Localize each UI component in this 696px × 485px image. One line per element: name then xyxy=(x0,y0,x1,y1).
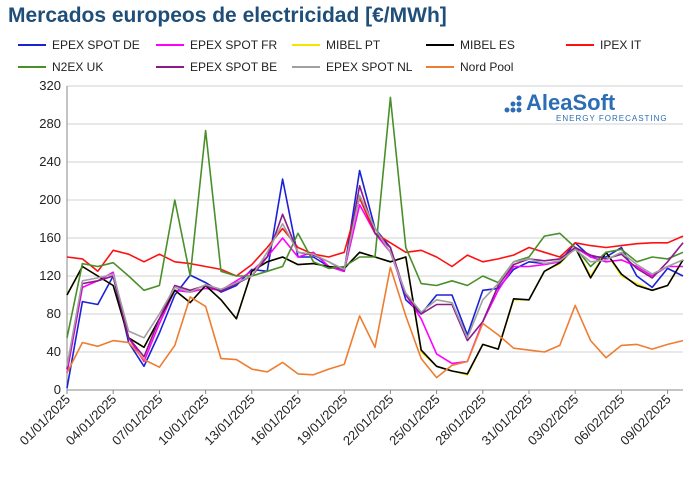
legend-label: EPEX SPOT NL xyxy=(326,60,413,74)
logo-name: AleaSoft xyxy=(526,90,616,115)
legend-swatch xyxy=(566,44,594,46)
y-tick-label: 240 xyxy=(39,154,61,169)
legend-label: IPEX IT xyxy=(600,38,642,52)
y-tick-label: 280 xyxy=(39,116,61,131)
logo-dots-icon xyxy=(504,95,522,113)
legend-item-n2ex-uk: N2EX UK xyxy=(18,58,103,76)
legend-swatch xyxy=(18,44,46,46)
y-tick-label: 200 xyxy=(39,192,61,207)
y-tick-label: 0 xyxy=(54,382,61,397)
logo-tagline: ENERGY FORECASTING xyxy=(556,114,668,123)
legend-label: EPEX SPOT FR xyxy=(190,38,278,52)
legend-label: Nord Pool xyxy=(460,60,514,74)
y-tick-label: 320 xyxy=(39,78,61,93)
y-tick-label: 80 xyxy=(47,306,61,321)
series-line-epex-spot-nl xyxy=(66,194,684,367)
legend: EPEX SPOT DE EPEX SPOT FR MIBEL PT MIBEL… xyxy=(0,36,696,78)
legend-item-epex-spot-fr: EPEX SPOT FR xyxy=(156,36,277,54)
chart-title: Mercados europeos de electricidad [€/MWh… xyxy=(8,4,447,27)
legend-label: MIBEL PT xyxy=(326,38,381,52)
legend-item-mibel-es: MIBEL ES xyxy=(426,36,515,54)
legend-item-epex-spot-be: EPEX SPOT BE xyxy=(156,58,277,76)
legend-swatch xyxy=(18,66,46,68)
legend-swatch xyxy=(292,66,320,68)
x-tick-label: 09/02/2025 xyxy=(617,392,674,449)
legend-swatch xyxy=(426,66,454,68)
brand-logo: AleaSoft ENERGY FORECASTING xyxy=(500,90,670,126)
legend-swatch xyxy=(292,44,320,46)
legend-item-epex-spot-nl: EPEX SPOT NL xyxy=(292,58,412,76)
legend-swatch xyxy=(426,44,454,46)
legend-label: N2EX UK xyxy=(52,60,104,74)
series-line-ipex-it xyxy=(66,197,684,277)
series-line-n2ex-uk xyxy=(66,96,684,338)
legend-item-ipex-it: IPEX IT xyxy=(566,36,641,54)
series-line-epex-spot-de xyxy=(66,169,684,389)
legend-label: MIBEL ES xyxy=(460,38,515,52)
legend-label: EPEX SPOT BE xyxy=(190,60,278,74)
series-line-nord-pool xyxy=(66,266,684,379)
y-tick-label: 160 xyxy=(39,230,61,245)
legend-swatch xyxy=(156,44,184,46)
legend-item-nord-pool: Nord Pool xyxy=(426,58,513,76)
legend-label: EPEX SPOT DE xyxy=(52,38,140,52)
y-tick-label: 120 xyxy=(39,268,61,283)
y-tick-label: 40 xyxy=(47,344,61,359)
legend-item-mibel-pt: MIBEL PT xyxy=(292,36,380,54)
legend-item-epex-spot-de: EPEX SPOT DE xyxy=(18,36,140,54)
legend-swatch xyxy=(156,66,184,68)
